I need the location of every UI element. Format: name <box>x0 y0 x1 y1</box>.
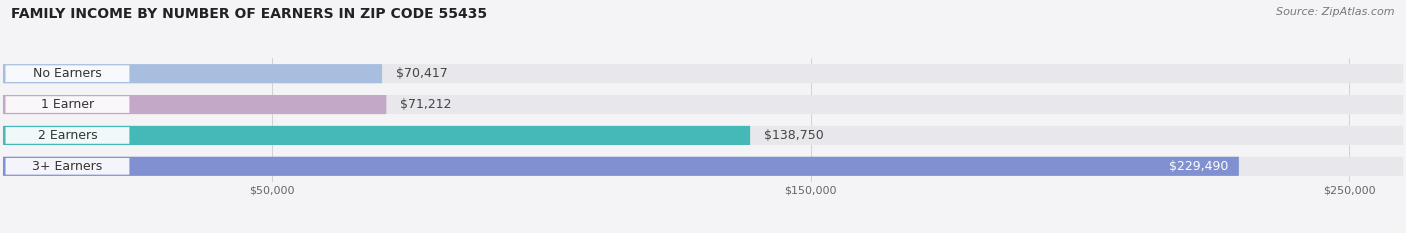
FancyBboxPatch shape <box>3 126 751 145</box>
FancyBboxPatch shape <box>6 158 129 175</box>
Text: FAMILY INCOME BY NUMBER OF EARNERS IN ZIP CODE 55435: FAMILY INCOME BY NUMBER OF EARNERS IN ZI… <box>11 7 488 21</box>
Text: No Earners: No Earners <box>34 67 101 80</box>
Text: $71,212: $71,212 <box>399 98 451 111</box>
FancyBboxPatch shape <box>3 157 1239 176</box>
FancyBboxPatch shape <box>6 127 129 144</box>
Text: $138,750: $138,750 <box>763 129 824 142</box>
FancyBboxPatch shape <box>6 96 129 113</box>
Text: 3+ Earners: 3+ Earners <box>32 160 103 173</box>
Text: $229,490: $229,490 <box>1168 160 1227 173</box>
FancyBboxPatch shape <box>3 95 1403 114</box>
FancyBboxPatch shape <box>6 65 129 82</box>
Text: 1 Earner: 1 Earner <box>41 98 94 111</box>
FancyBboxPatch shape <box>3 95 387 114</box>
Text: $70,417: $70,417 <box>395 67 447 80</box>
FancyBboxPatch shape <box>3 126 1403 145</box>
Text: 2 Earners: 2 Earners <box>38 129 97 142</box>
FancyBboxPatch shape <box>3 157 1403 176</box>
Text: Source: ZipAtlas.com: Source: ZipAtlas.com <box>1277 7 1395 17</box>
FancyBboxPatch shape <box>3 64 1403 83</box>
FancyBboxPatch shape <box>3 64 382 83</box>
